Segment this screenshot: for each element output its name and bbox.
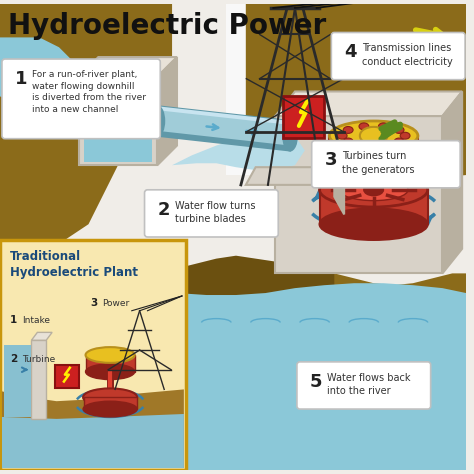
Polygon shape <box>137 255 334 470</box>
Polygon shape <box>31 340 46 419</box>
Text: Power: Power <box>102 299 129 308</box>
Polygon shape <box>226 4 466 175</box>
Text: Turbines turn
the generators: Turbines turn the generators <box>342 152 415 174</box>
Text: 5: 5 <box>310 373 322 391</box>
Text: For a run-of-river plant,
water flowing downhill
is diverted from the river
into: For a run-of-river plant, water flowing … <box>32 70 146 114</box>
Polygon shape <box>442 91 462 273</box>
Text: Transmission lines
conduct electricity: Transmission lines conduct electricity <box>362 43 453 66</box>
Polygon shape <box>2 414 184 468</box>
Ellipse shape <box>400 132 410 139</box>
Polygon shape <box>157 57 177 165</box>
Ellipse shape <box>329 121 418 150</box>
Ellipse shape <box>337 132 347 139</box>
Ellipse shape <box>83 401 137 417</box>
Text: Water flow turns
turbine blades: Water flow turns turbine blades <box>175 201 255 224</box>
Polygon shape <box>83 82 153 162</box>
Ellipse shape <box>343 127 353 133</box>
Ellipse shape <box>339 179 408 201</box>
Ellipse shape <box>85 364 135 380</box>
Text: 3: 3 <box>325 152 337 170</box>
Polygon shape <box>0 283 466 470</box>
Ellipse shape <box>378 142 388 148</box>
Polygon shape <box>329 136 418 175</box>
Ellipse shape <box>319 209 428 240</box>
Polygon shape <box>2 390 184 468</box>
Ellipse shape <box>150 106 164 136</box>
FancyBboxPatch shape <box>312 141 460 188</box>
Text: 2: 2 <box>10 354 17 364</box>
Text: 3: 3 <box>91 298 98 308</box>
Text: 2: 2 <box>157 201 170 219</box>
Ellipse shape <box>394 138 404 145</box>
FancyBboxPatch shape <box>331 33 465 80</box>
Ellipse shape <box>364 184 383 196</box>
FancyBboxPatch shape <box>283 96 325 137</box>
Text: Turbine: Turbine <box>22 355 55 364</box>
Polygon shape <box>319 190 428 224</box>
Ellipse shape <box>83 388 137 406</box>
FancyBboxPatch shape <box>145 190 278 237</box>
Polygon shape <box>79 57 177 77</box>
Polygon shape <box>275 268 466 470</box>
FancyArrowPatch shape <box>22 367 27 372</box>
Polygon shape <box>275 91 462 116</box>
Polygon shape <box>172 131 305 170</box>
Text: Hydroelectric Power: Hydroelectric Power <box>8 12 326 40</box>
Polygon shape <box>275 116 442 273</box>
FancyBboxPatch shape <box>0 240 186 470</box>
Text: Traditional
Hydroelectric Plant: Traditional Hydroelectric Plant <box>10 250 138 279</box>
Text: 4: 4 <box>344 43 356 61</box>
Text: Intake: Intake <box>22 316 50 325</box>
Polygon shape <box>246 167 344 185</box>
Polygon shape <box>83 397 137 409</box>
Polygon shape <box>157 106 290 125</box>
Ellipse shape <box>319 173 428 207</box>
FancyBboxPatch shape <box>2 59 160 139</box>
Polygon shape <box>85 355 135 372</box>
Polygon shape <box>79 77 157 165</box>
Polygon shape <box>334 167 344 214</box>
Polygon shape <box>157 131 290 150</box>
Polygon shape <box>0 4 172 273</box>
FancyBboxPatch shape <box>55 365 79 388</box>
Ellipse shape <box>359 142 369 148</box>
Ellipse shape <box>329 161 418 189</box>
Ellipse shape <box>343 138 353 145</box>
Ellipse shape <box>283 121 297 150</box>
Ellipse shape <box>85 347 135 363</box>
Text: 1: 1 <box>10 315 17 325</box>
Ellipse shape <box>359 123 369 130</box>
Text: Water flows back
into the river: Water flows back into the river <box>328 373 411 396</box>
Text: 1: 1 <box>15 70 27 88</box>
Polygon shape <box>246 4 466 183</box>
Polygon shape <box>0 37 89 106</box>
Ellipse shape <box>394 127 404 133</box>
Ellipse shape <box>378 123 388 130</box>
Polygon shape <box>157 106 290 150</box>
Polygon shape <box>31 332 52 340</box>
Polygon shape <box>4 345 31 417</box>
Ellipse shape <box>360 127 387 145</box>
FancyBboxPatch shape <box>297 362 431 409</box>
